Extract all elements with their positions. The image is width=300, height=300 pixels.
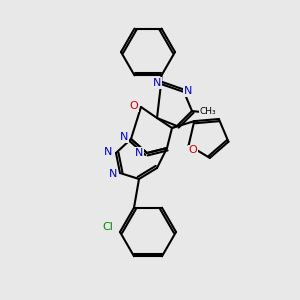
- Text: Cl: Cl: [103, 222, 113, 232]
- Text: O: O: [130, 101, 138, 111]
- Text: N: N: [104, 147, 112, 157]
- Text: N: N: [184, 86, 192, 96]
- Text: N: N: [109, 169, 117, 179]
- Text: N: N: [153, 78, 161, 88]
- Text: O: O: [188, 145, 197, 155]
- Text: N: N: [135, 148, 143, 158]
- Text: N: N: [120, 132, 128, 142]
- Text: CH₃: CH₃: [200, 107, 216, 116]
